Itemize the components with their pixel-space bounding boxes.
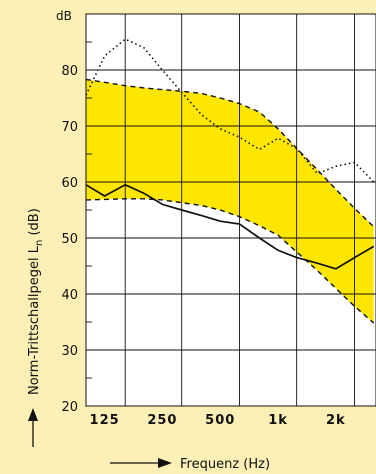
series-line-dotted — [85, 38, 375, 183]
y-tick-label: 70 — [61, 120, 78, 135]
plot-frame — [85, 13, 376, 407]
y-tick-label: 30 — [61, 344, 78, 359]
y-axis-label: Norm-Trittschallpegel Ln (dB) — [27, 208, 45, 395]
x-tick-label: 2k — [326, 413, 346, 428]
y-unit-label: dB — [56, 9, 72, 23]
series-line-solid — [85, 183, 375, 270]
y-axis-label-subscript: n — [34, 240, 45, 246]
x-tick-label: 1k — [268, 413, 288, 428]
x-axis-label: Frequenz (Hz) — [180, 457, 270, 472]
y-tick-label: 20 — [61, 400, 78, 415]
y-axis-label-suffix: (dB) — [27, 208, 42, 239]
svg-text:Norm-Trittschallpegel Ln (dB): Norm-Trittschallpegel Ln (dB) — [27, 208, 45, 395]
reference-band — [86, 79, 374, 324]
y-axis-label-main: Norm-Trittschallpegel L — [27, 245, 42, 395]
band-upper-boundary — [85, 78, 375, 228]
x-tick-label: 125 — [90, 413, 120, 428]
y-tick-label: 80 — [61, 64, 78, 79]
y-tick-label: 60 — [61, 176, 78, 191]
y-axis-arrow — [28, 408, 38, 447]
x-tick-label: 500 — [205, 413, 235, 428]
band-lower-boundary — [85, 198, 375, 324]
y-tick-label: 50 — [61, 232, 78, 247]
x-tick-label: 250 — [147, 413, 177, 428]
y-tick-label: 40 — [61, 288, 78, 303]
x-axis-arrow — [110, 458, 172, 468]
